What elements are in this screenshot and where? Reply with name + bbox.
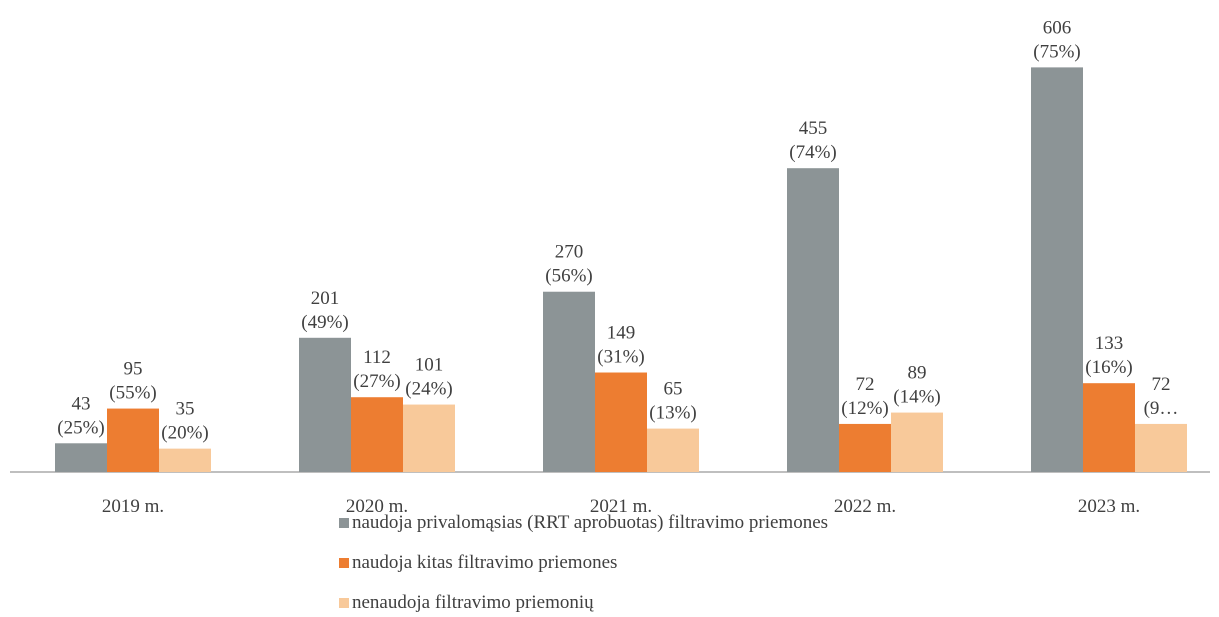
bar bbox=[543, 291, 595, 472]
legend-swatch bbox=[339, 518, 349, 528]
bar bbox=[839, 423, 891, 472]
x-tick-label: 2022 m. bbox=[834, 496, 896, 517]
bar bbox=[647, 428, 699, 472]
bar bbox=[1031, 67, 1083, 472]
bar bbox=[351, 397, 403, 472]
data-label: 101 (24%) bbox=[405, 355, 452, 400]
data-label: 89 (14%) bbox=[893, 363, 940, 408]
data-label: 35 (20%) bbox=[161, 399, 208, 444]
data-label: 270 (56%) bbox=[545, 242, 592, 287]
legend-swatch bbox=[339, 598, 349, 608]
bar bbox=[1135, 423, 1187, 472]
x-tick-label: 2021 m. bbox=[590, 496, 652, 517]
data-label: 72 (12%) bbox=[841, 374, 888, 419]
legend-swatch bbox=[339, 558, 349, 568]
x-tick-label: 2019 m. bbox=[102, 496, 164, 517]
bar bbox=[891, 412, 943, 472]
data-label: 65 (13%) bbox=[649, 379, 696, 424]
x-tick-label: 2020 m. bbox=[346, 496, 408, 517]
data-label: 455 (74%) bbox=[789, 118, 836, 163]
data-label: 133 (16%) bbox=[1085, 333, 1132, 378]
x-tick-label: 2023 m. bbox=[1078, 496, 1140, 517]
data-label: 201 (49%) bbox=[301, 288, 348, 333]
legend-label: nenaudoja filtravimo priemonių bbox=[352, 592, 594, 613]
bar bbox=[403, 404, 455, 472]
bar bbox=[595, 372, 647, 472]
bar bbox=[107, 408, 159, 472]
data-label: 95 (55%) bbox=[109, 359, 156, 404]
bar bbox=[1083, 383, 1135, 472]
data-label: 72 (9… bbox=[1144, 374, 1179, 419]
data-label: 149 (31%) bbox=[597, 323, 644, 368]
data-label: 606 (75%) bbox=[1033, 17, 1080, 62]
bar bbox=[159, 448, 211, 472]
data-label: 112 (27%) bbox=[353, 347, 400, 392]
bar bbox=[55, 443, 107, 472]
legend-label: naudoja privalomąsias (RRT aprobuotas) f… bbox=[352, 512, 828, 533]
data-label: 43 (25%) bbox=[57, 393, 104, 438]
bar bbox=[787, 168, 839, 472]
bar bbox=[299, 337, 351, 472]
legend-label: naudoja kitas filtravimo priemones bbox=[352, 552, 617, 573]
